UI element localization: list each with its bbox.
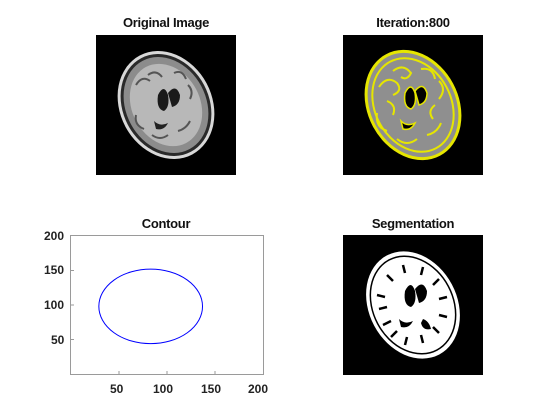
contour-plot (71, 268, 216, 374)
brain-segmentation-mask (366, 251, 460, 359)
contour-title: Contour (141, 216, 191, 231)
original-image (96, 35, 236, 175)
x-tick-label: 200 (248, 382, 269, 396)
y-tick-label: 200 (44, 229, 65, 243)
y-tick-label: 50 (51, 333, 65, 347)
segmentation-image (343, 235, 483, 375)
x-tick-label: 100 (153, 382, 174, 396)
contour-ellipse (98, 268, 204, 345)
contour-axes (70, 235, 264, 375)
x-tick-label: 50 (110, 382, 124, 396)
original-image-title: Original Image (122, 15, 210, 30)
iteration-title: Iteration:800 (376, 15, 450, 30)
x-tick-label: 150 (201, 382, 222, 396)
segmentation-title: Segmentation (371, 216, 455, 231)
brain-mri-image (117, 51, 215, 159)
y-tick-label: 100 (44, 298, 65, 312)
y-tick-label: 150 (44, 263, 65, 277)
brain-contour-overlay-image (364, 49, 462, 161)
iteration-image (343, 35, 483, 175)
